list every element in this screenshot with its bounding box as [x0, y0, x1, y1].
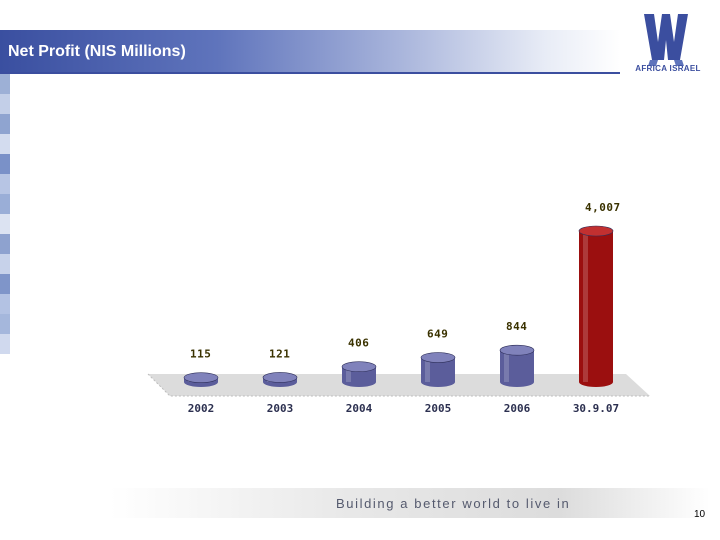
value-label-2002: 115 — [190, 348, 211, 361]
category-label-2003: 2003 — [267, 402, 294, 415]
bar-2002 — [183, 372, 219, 387]
value-label-2003: 121 — [269, 347, 290, 360]
chart-floor — [148, 374, 650, 396]
value-label-2004: 406 — [348, 337, 369, 350]
bar-30.9.07 — [578, 225, 614, 387]
slogan: Building a better world to live in — [336, 496, 571, 511]
net-profit-chart: 115 2002 121 2003 406 2004 649 2005 844 2006 4,007… — [147, 201, 650, 415]
slide-title: Net Profit (NIS Millions) — [8, 43, 186, 60]
left-decor-strip — [0, 74, 10, 354]
category-label-30.9.07: 30.9.07 — [573, 402, 619, 415]
value-label-2005: 649 — [427, 328, 448, 341]
bar-2005 — [420, 352, 456, 387]
value-label-30.9.07: 4,007 — [585, 201, 621, 214]
page-number: 10 — [694, 509, 706, 520]
africa-israel-logo — [644, 14, 688, 66]
category-label-2005: 2005 — [425, 402, 452, 415]
value-label-2006: 844 — [506, 320, 527, 333]
category-label-2002: 2002 — [188, 402, 215, 415]
bar-2003 — [262, 372, 298, 387]
bar-2004 — [341, 361, 377, 387]
category-label-2004: 2004 — [346, 402, 373, 415]
bar-2006 — [499, 344, 535, 387]
footer-band — [110, 488, 710, 518]
logo-text: AFRICA ISRAEL — [635, 64, 701, 73]
title-band — [0, 30, 620, 74]
category-label-2006: 2006 — [504, 402, 531, 415]
